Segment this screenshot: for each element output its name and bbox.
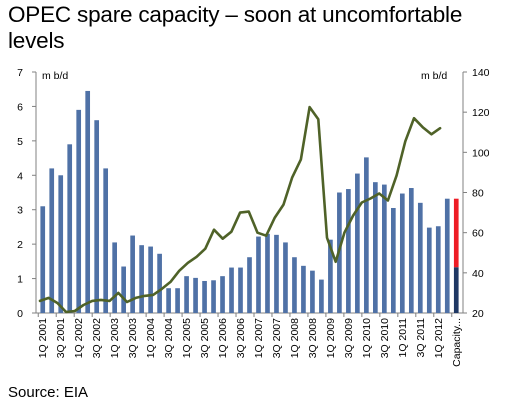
labels-layer: 0 1 2 3 4 5 6 7 20 40 60 80 100 120 140 m b/d m b/d 1Q 20…: [17, 67, 490, 367]
bar: [399, 193, 405, 313]
x-tick-label: 1Q 2004: [145, 318, 157, 358]
bar: [193, 277, 198, 313]
price-line: [38, 105, 442, 314]
x-tick-label: 1Q 2006: [217, 318, 229, 358]
left-tick-label: 5: [17, 136, 23, 148]
bar: [292, 257, 297, 313]
line-layer: [38, 105, 442, 314]
x-tick-label: 1Q 2003: [109, 318, 121, 358]
bar: [49, 168, 55, 313]
x-tick-label: 3Q 2003: [127, 318, 139, 358]
bar: [166, 288, 171, 313]
x-tick-label: 1Q 2008: [289, 318, 301, 358]
right-tick-label: 100: [472, 147, 490, 159]
right-tick-label: 20: [472, 308, 484, 320]
right-tick-label: 60: [472, 228, 484, 240]
x-tick-label: 3Q 2005: [199, 318, 211, 358]
x-tick-label: 3Q 2001: [55, 318, 67, 358]
left-tick-label: 4: [17, 170, 23, 182]
right-tick-label: 40: [472, 268, 484, 280]
x-tick-label: 3Q 2008: [307, 318, 319, 358]
chart-title: OPEC spare capacity – soon at uncomforta…: [8, 2, 463, 53]
bar: [265, 233, 270, 313]
right-tick-label: 120: [472, 107, 490, 119]
bar: [184, 276, 189, 313]
left-tick-label: 1: [17, 274, 23, 286]
x-tick-label: 3Q 2011: [415, 318, 427, 358]
bar: [103, 168, 109, 313]
x-tick-label: 1Q 2005: [181, 318, 193, 358]
bar: [355, 173, 360, 313]
bar: [220, 276, 225, 313]
bar: [247, 257, 252, 313]
x-tick-label: 1Q 2010: [361, 318, 373, 358]
bar: [283, 242, 288, 313]
bar: [67, 144, 73, 313]
bar: [112, 242, 117, 313]
x-tick-label: 1Q 2009: [325, 318, 337, 358]
left-tick-label: 3: [17, 205, 23, 217]
left-tick-label: 7: [17, 67, 23, 79]
x-tick-label: 3Q 2004: [163, 318, 175, 358]
x-tick-label: 1Q 2001: [37, 318, 49, 358]
x-tick-label: 3Q 2006: [235, 318, 247, 358]
bar: [40, 206, 46, 313]
bar: [319, 279, 324, 313]
bar: [121, 266, 126, 313]
x-tick-label: Capacity...: [451, 318, 463, 367]
bar: [148, 246, 153, 313]
left-tick-label: 2: [17, 239, 23, 251]
bar: [408, 188, 414, 313]
bar: [364, 157, 369, 313]
x-tick-label: 1Q 2002: [73, 318, 85, 358]
left-unit-label: m b/d: [42, 70, 68, 82]
bar: [211, 280, 216, 313]
bar: [256, 236, 261, 313]
x-tick-label: 1Q 2007: [253, 318, 265, 358]
bar: [382, 184, 387, 313]
right-tick-label: 140: [472, 67, 490, 79]
bar: [238, 267, 243, 313]
left-tick-label: 0: [17, 308, 23, 320]
bars-layer: [40, 90, 459, 313]
bar: [157, 253, 162, 313]
bar: [373, 182, 378, 313]
x-tick-label: 1Q 2011: [397, 318, 409, 358]
bar: [417, 202, 423, 313]
x-tick-label: 3Q 2002: [91, 318, 103, 358]
bar: [346, 189, 351, 313]
bar: [85, 90, 91, 313]
right-tick-label: 80: [472, 188, 484, 200]
x-tick-label: 1Q 2012: [433, 318, 445, 358]
bar: [229, 267, 234, 313]
bar: [301, 265, 306, 313]
bar: [139, 245, 144, 313]
bar: [202, 280, 207, 313]
bar: [58, 175, 64, 313]
bar: [274, 234, 279, 313]
x-tick-label: 3Q 2010: [379, 318, 391, 358]
capacity-bar-lower: [453, 267, 459, 313]
bar: [390, 207, 396, 313]
bar: [94, 120, 100, 313]
bar: [444, 198, 450, 313]
bar: [328, 239, 333, 313]
left-tick-label: 6: [17, 101, 23, 113]
x-tick-label: 3Q 2009: [343, 318, 355, 358]
x-tick-label: 3Q 2007: [271, 318, 283, 358]
bar: [175, 288, 180, 313]
bar: [426, 227, 432, 313]
capacity-bar-upper: [453, 198, 459, 268]
bar: [435, 226, 441, 313]
source-note: Source: EIA: [8, 384, 89, 401]
bar: [310, 270, 315, 313]
bar: [76, 109, 82, 313]
right-unit-label: m b/d: [421, 70, 447, 82]
bar: [130, 235, 135, 313]
